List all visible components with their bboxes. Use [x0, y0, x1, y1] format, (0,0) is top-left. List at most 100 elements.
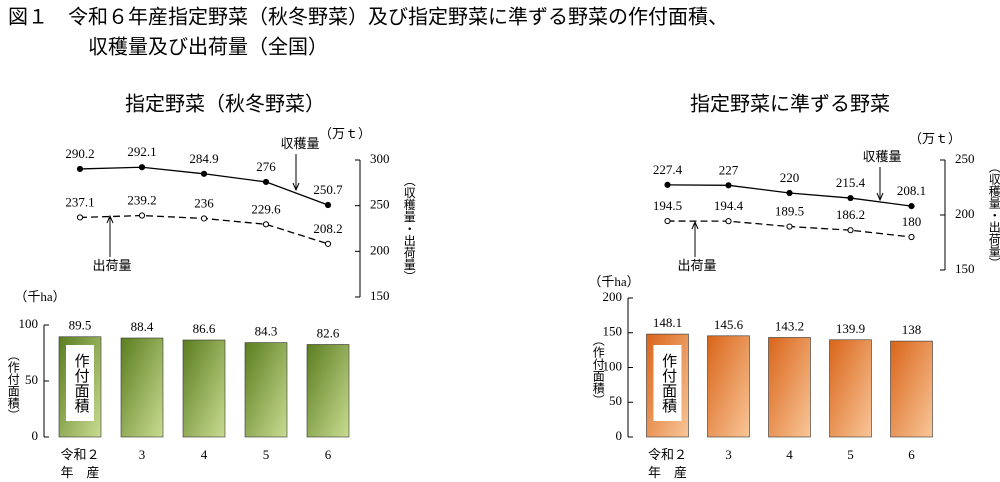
y-tick-label: 200	[370, 242, 390, 257]
bar	[707, 335, 750, 438]
arrow	[876, 167, 884, 202]
series-label: 出荷量	[677, 258, 716, 273]
value-label: 138	[902, 322, 922, 337]
point	[262, 178, 270, 186]
point	[200, 170, 208, 177]
y-axis-label: （収穫量・出荷量）	[987, 161, 1000, 269]
y-axis-label: （収穫量・出荷量）	[402, 175, 416, 283]
y-tick-label: 0	[32, 428, 39, 443]
point	[786, 189, 793, 197]
bar	[890, 340, 933, 438]
point	[786, 223, 793, 230]
point	[725, 182, 732, 189]
panel-title: 指定野菜に準ずる野菜	[690, 92, 890, 116]
point	[847, 227, 854, 234]
bar-label: 作付面積	[73, 353, 90, 413]
arrow	[106, 214, 114, 257]
point	[664, 217, 671, 225]
bar	[768, 337, 811, 438]
label-box	[66, 345, 94, 421]
value-label: 208.2	[313, 221, 342, 236]
value-label: 284.9	[189, 151, 218, 166]
y-tick-label: 200	[603, 289, 623, 304]
value-label: 89.5	[69, 318, 92, 333]
x-tick-label: 3	[139, 447, 146, 462]
y-tick-label: 150	[370, 288, 390, 303]
value-label: 208.1	[897, 183, 926, 198]
value-label: 290.2	[65, 146, 94, 161]
label-box	[653, 345, 682, 421]
unit-label: （万ｔ）	[909, 131, 961, 146]
x-tick-label: 4	[201, 447, 208, 462]
x-tick-label: 令和２	[60, 447, 99, 462]
y-tick-label: 200	[955, 206, 975, 221]
value-label: 88.4	[131, 319, 154, 334]
y-tick-label: 150	[955, 261, 975, 276]
value-label: 237.1	[65, 194, 94, 209]
arrow	[292, 154, 300, 192]
panel-title: 指定野菜（秋冬野菜）	[125, 92, 325, 116]
value-label: 229.6	[251, 201, 281, 216]
value-label: 84.3	[255, 324, 278, 339]
value-label: 239.2	[127, 193, 156, 208]
x-tick-label: 6	[325, 447, 332, 462]
point	[664, 181, 671, 188]
value-label: 276	[256, 159, 276, 174]
point	[138, 212, 146, 219]
x-tick-note: 年 産	[60, 465, 99, 480]
value-label: 236	[194, 195, 214, 210]
arrow	[691, 220, 699, 257]
figure-title: 収穫量及び出荷量（全国）	[88, 35, 328, 59]
x-tick-label: 6	[908, 447, 915, 462]
value-label: 227.4	[653, 162, 683, 177]
x-tick-label: 4	[786, 447, 793, 462]
value-label: 189.5	[775, 204, 804, 219]
value-label: 292.1	[127, 144, 156, 159]
y-tick-label: 100	[19, 316, 39, 331]
unit-label: （千ha）	[14, 289, 65, 304]
point	[138, 164, 146, 171]
value-label: 86.6	[193, 321, 216, 336]
point	[324, 240, 332, 247]
x-tick-label: 5	[847, 447, 854, 462]
bar	[120, 337, 164, 438]
value-label: 186.2	[836, 207, 865, 222]
y-tick-label: 250	[955, 151, 975, 166]
x-tick-label: 3	[725, 447, 732, 462]
value-label: 220	[780, 170, 800, 185]
y-tick-label: 150	[603, 324, 623, 339]
x-tick-note: 年 産	[648, 465, 687, 480]
value-label: 194.4	[714, 198, 744, 213]
value-label: 215.4	[836, 175, 866, 190]
unit-label: （万ｔ）	[319, 126, 371, 141]
y-tick-label: 50	[25, 372, 38, 387]
point	[262, 221, 270, 228]
value-label: 143.2	[775, 318, 804, 333]
figure-title: 図１ 令和６年産指定野菜（秋冬野菜）及び指定野菜に準ずる野菜の作付面積、	[8, 5, 728, 29]
value-label: 139.9	[836, 321, 865, 336]
x-tick-label: 5	[263, 447, 270, 462]
y-tick-label: 0	[616, 428, 623, 443]
point	[324, 201, 332, 209]
value-label: 250.7	[313, 182, 343, 197]
y-tick-label: 50	[609, 393, 622, 408]
point	[76, 165, 84, 173]
value-label: 194.5	[653, 198, 682, 213]
y-tick-label: 100	[603, 358, 623, 373]
y-axis-label: （作付面積）	[6, 349, 20, 421]
series-label: 出荷量	[92, 258, 131, 273]
point	[908, 233, 915, 241]
point	[847, 194, 854, 202]
value-label: 148.1	[653, 315, 682, 330]
value-label: 180	[902, 214, 922, 229]
point	[76, 214, 84, 221]
y-tick-label: 250	[370, 197, 390, 212]
bar-label: 作付面積	[660, 353, 677, 413]
series-label: 収穫量	[280, 136, 319, 151]
bar	[306, 344, 350, 438]
value-label: 82.6	[317, 325, 340, 340]
y-axis-label: （作付面積）	[591, 334, 605, 406]
series-label: 収穫量	[862, 149, 901, 164]
bar	[829, 339, 872, 438]
